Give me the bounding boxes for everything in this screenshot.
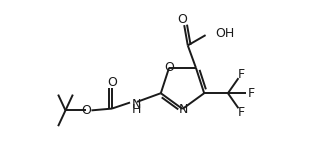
Text: F: F <box>238 106 245 119</box>
Text: N: N <box>179 103 188 116</box>
Text: H: H <box>131 103 141 116</box>
Text: F: F <box>248 87 255 100</box>
Text: O: O <box>108 76 117 89</box>
Text: N: N <box>131 98 141 111</box>
Text: F: F <box>238 68 245 81</box>
Text: O: O <box>164 61 174 74</box>
Text: O: O <box>178 13 188 26</box>
Text: O: O <box>81 104 91 117</box>
Text: OH: OH <box>215 27 234 40</box>
